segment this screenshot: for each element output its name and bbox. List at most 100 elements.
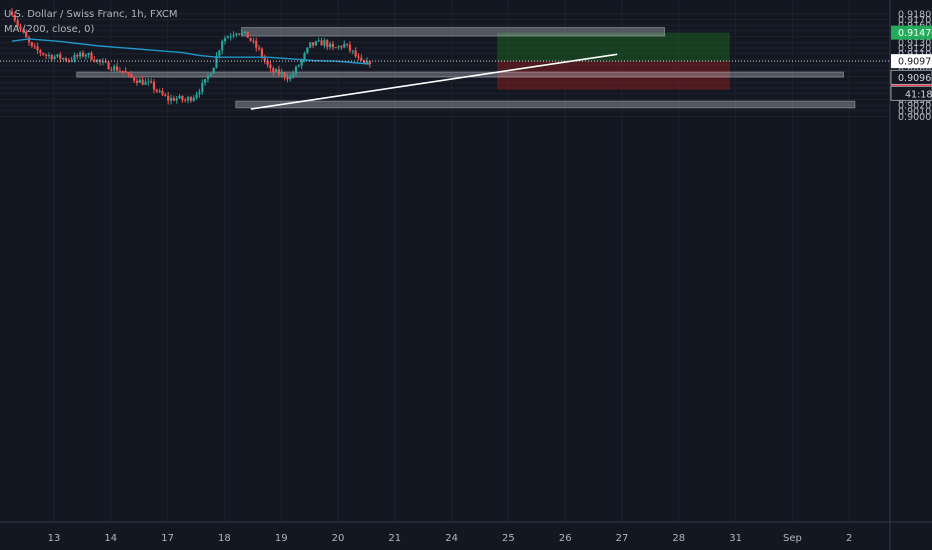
candle-body <box>238 33 241 35</box>
candle-body <box>53 56 56 60</box>
price-tick-label: 0.90000 <box>898 112 932 123</box>
candle-body <box>235 33 238 35</box>
candle-body <box>62 58 65 60</box>
candle-body <box>255 40 258 48</box>
indicator-label: MA (200, close, 0) <box>4 24 95 35</box>
candle-body <box>135 80 139 84</box>
symbol-title: U.S. Dollar / Swiss Franc, 1h, FXCM <box>4 9 178 20</box>
candle-body <box>96 59 99 62</box>
candle-body <box>348 44 352 51</box>
time-tick-label: 21 <box>388 533 401 544</box>
candle-body <box>150 81 153 83</box>
candle-body <box>127 72 130 74</box>
candle-body <box>198 92 201 95</box>
candle-body <box>107 62 110 70</box>
candle-body <box>16 20 19 27</box>
candle-body <box>243 31 246 33</box>
candle-body <box>118 70 122 72</box>
candle-body <box>184 100 187 102</box>
candle-body <box>249 37 252 41</box>
candle-body <box>121 70 124 72</box>
candle-body <box>294 66 298 74</box>
candle-body <box>104 61 107 63</box>
candle-body <box>138 79 141 84</box>
candle-body <box>209 74 212 76</box>
candle-body <box>130 73 133 78</box>
candle-body <box>59 54 62 59</box>
candle-body <box>269 64 272 69</box>
candle-body <box>334 47 337 49</box>
candle-body <box>147 81 150 83</box>
candle-body <box>47 55 51 57</box>
candle-body <box>76 55 79 57</box>
candle-body <box>192 97 195 101</box>
sr-zone <box>235 100 856 109</box>
time-tick-label: 27 <box>616 533 629 544</box>
candle-body <box>323 40 326 46</box>
last-price-label-bg <box>890 69 932 85</box>
candle-body <box>320 40 323 46</box>
candle-body <box>33 45 36 47</box>
candle-body <box>39 50 42 54</box>
candle-body <box>311 42 315 46</box>
candle-body <box>175 98 178 101</box>
candle-body <box>73 55 76 61</box>
candle-body <box>272 68 275 73</box>
candle-body <box>13 14 16 21</box>
candle-body <box>204 79 207 83</box>
candle-body <box>110 69 113 71</box>
candle-body <box>309 42 312 48</box>
candle-body <box>155 89 158 92</box>
time-tick-label: 25 <box>502 533 515 544</box>
candle-body <box>161 91 164 95</box>
current-price-label-bg <box>891 54 932 69</box>
candle-body <box>221 41 224 51</box>
candle-body <box>218 50 221 56</box>
candle-body <box>260 48 264 57</box>
candle-body <box>363 60 366 64</box>
candle-body <box>144 81 147 85</box>
candle-body <box>232 34 235 37</box>
candle-body <box>133 77 136 81</box>
candle-body <box>81 52 85 57</box>
candle-body <box>283 72 286 78</box>
candle-body <box>314 41 317 46</box>
candle-body <box>240 32 244 35</box>
candle-body <box>360 57 363 61</box>
candle-body <box>79 52 82 57</box>
candle-body <box>36 46 39 51</box>
candle-body <box>124 70 127 73</box>
candle-body <box>365 61 369 64</box>
candle-body <box>56 54 59 57</box>
candle-body <box>337 46 340 48</box>
candle-body <box>351 50 354 52</box>
candle-body <box>141 79 144 85</box>
candle-body <box>164 94 167 96</box>
candle-body <box>357 56 360 58</box>
candle-body <box>257 47 261 49</box>
candle-body <box>331 43 335 48</box>
candle-body <box>206 75 210 80</box>
candle-body <box>113 66 116 71</box>
candle-body <box>158 91 161 93</box>
candle-body <box>19 26 22 30</box>
moving-average-line <box>11 38 370 65</box>
trendline <box>250 53 618 110</box>
candle-body <box>340 46 343 48</box>
candle-body <box>87 52 90 55</box>
candle-body <box>252 40 255 42</box>
candle-body <box>44 54 48 56</box>
candle-body <box>368 61 371 65</box>
candle-body <box>286 77 289 80</box>
time-tick-label: 14 <box>104 533 117 544</box>
candle-body <box>212 67 215 75</box>
candle-body <box>70 60 73 62</box>
